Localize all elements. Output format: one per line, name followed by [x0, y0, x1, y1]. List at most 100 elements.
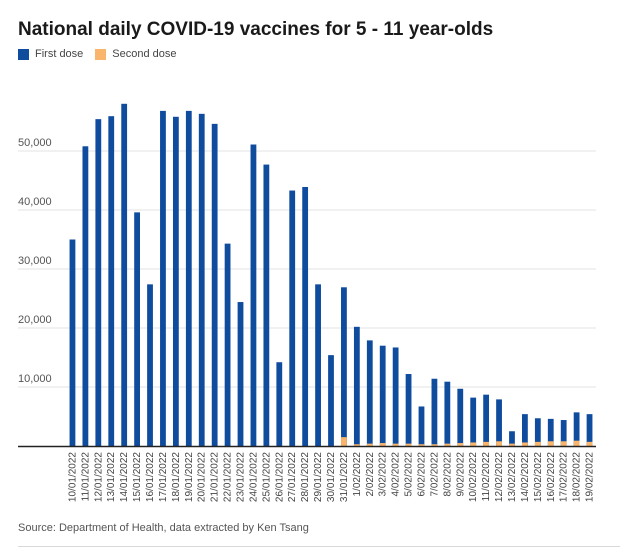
x-tick-label: 1/02/2022	[352, 452, 363, 497]
legend-label-first-dose: First dose	[35, 48, 84, 60]
x-tick-label: 28/01/2022	[300, 452, 311, 502]
bar-first-dose	[69, 239, 76, 446]
x-tick-label: 22/01/2022	[223, 452, 234, 502]
bar-second-dose	[431, 444, 438, 446]
legend-label-second-dose: Second dose	[112, 48, 177, 60]
y-tick-label: 40,000	[18, 196, 52, 208]
bar-first-dose	[496, 399, 502, 446]
bar-second-dose	[418, 444, 425, 446]
legend-swatch-first-dose	[18, 48, 29, 60]
bar-first-dose	[418, 406, 425, 446]
x-tick-label: 16/02/2022	[546, 452, 557, 502]
bar-first-dose	[547, 418, 554, 446]
y-tick-label: 30,000	[18, 255, 52, 267]
bar-second-dose	[560, 441, 567, 446]
bar-first-dose	[147, 284, 153, 446]
bar-first-dose	[160, 110, 166, 446]
bar-second-dose	[522, 442, 528, 446]
bar-second-dose	[547, 441, 554, 446]
x-tick-label: 17/01/2022	[158, 452, 169, 502]
bar-first-dose	[95, 119, 102, 446]
bar-second-dose	[483, 441, 490, 446]
x-tick-label: 15/02/2022	[533, 452, 544, 502]
bar-first-dose	[108, 116, 115, 446]
x-tick-label: 9/02/2022	[455, 452, 466, 497]
bar-second-dose	[366, 443, 373, 446]
bar-first-dose	[289, 190, 296, 446]
x-tick-label: 19/02/2022	[585, 452, 596, 502]
x-tick-label: 11/01/2022	[80, 452, 91, 502]
legend-swatch-second-dose	[95, 48, 107, 60]
x-tick-label: 11/02/2022	[481, 452, 492, 502]
x-tick-label: 10/02/2022	[468, 452, 479, 502]
x-tick-label: 27/01/2022	[287, 452, 298, 502]
legend-item-second-dose[interactable]: Second dose	[95, 48, 177, 60]
bar-first-dose	[522, 414, 528, 446]
x-tick-label: 19/01/2022	[184, 452, 195, 502]
x-tick-label: 14/01/2022	[119, 452, 130, 502]
bar-second-dose	[341, 437, 347, 446]
bar-first-dose	[366, 340, 373, 446]
bar-second-dose	[444, 443, 451, 446]
bar-second-dose	[379, 443, 386, 446]
y-tick-label: 10,000	[18, 373, 52, 385]
bar-first-dose	[483, 394, 490, 446]
bar-first-dose	[328, 355, 334, 446]
x-tick-label: 6/02/2022	[416, 452, 427, 497]
bar-first-dose	[263, 164, 270, 446]
bar-first-dose	[457, 388, 464, 446]
bar-first-dose	[237, 302, 244, 446]
bar-first-dose	[315, 284, 321, 446]
bar-first-dose	[431, 378, 438, 446]
bar-first-dose	[444, 381, 451, 446]
bar-second-dose	[509, 443, 515, 446]
chart-legend: First dose Second dose	[18, 48, 189, 60]
x-tick-label: 21/01/2022	[210, 452, 221, 502]
bar-first-dose	[198, 113, 205, 446]
bar-first-dose	[379, 345, 386, 446]
bar-first-dose	[302, 186, 309, 447]
bar-first-dose	[586, 414, 593, 446]
x-tick-label: 15/01/2022	[132, 452, 143, 502]
x-tick-label: 12/01/2022	[93, 452, 104, 502]
bar-first-dose	[341, 287, 347, 446]
bar-second-dose	[534, 441, 541, 446]
legend-item-first-dose[interactable]: First dose	[18, 48, 83, 60]
x-tick-label: 30/01/2022	[326, 452, 337, 502]
bar-first-dose	[172, 116, 179, 446]
x-tick-label: 16/01/2022	[145, 452, 156, 502]
x-tick-label: 18/01/2022	[171, 452, 182, 502]
bar-first-dose	[82, 146, 89, 446]
chart-title: National daily COVID-19 vaccines for 5 -…	[18, 19, 494, 40]
bar-second-dose	[457, 443, 464, 446]
x-tick-label: 5/02/2022	[404, 452, 415, 497]
x-tick-label: 12/02/2022	[494, 452, 505, 502]
bar-first-dose	[134, 212, 140, 446]
x-tick-label: 25/01/2022	[261, 452, 272, 502]
bar-first-dose	[185, 110, 192, 446]
x-tick-label: 13/02/2022	[507, 452, 518, 502]
y-tick-label: 50,000	[18, 137, 52, 149]
bar-first-dose	[392, 347, 399, 446]
bar-first-dose	[470, 397, 477, 446]
x-tick-label: 7/02/2022	[429, 452, 440, 497]
bar-second-dose	[405, 443, 412, 446]
x-tick-label: 18/02/2022	[572, 452, 583, 502]
bar-first-dose	[560, 420, 567, 446]
x-tick-label: 10/01/2022	[67, 452, 78, 502]
bar-chart: 10,000 20,000 30,000 40,000 50,000 10/01/2022…	[18, 103, 596, 502]
x-tick-label: 2/02/2022	[365, 452, 376, 497]
bar-first-dose	[353, 326, 360, 446]
bar-second-dose	[496, 441, 502, 446]
bar-second-dose	[573, 440, 580, 446]
bar-second-dose	[392, 443, 399, 446]
x-tick-label: 29/01/2022	[313, 452, 324, 502]
x-tick-label: 23/01/2022	[236, 452, 247, 502]
x-tick-label: 4/02/2022	[391, 452, 402, 497]
x-tick-label: 24/01/2022	[248, 452, 259, 502]
bar-first-dose	[211, 123, 218, 447]
bar-first-dose	[224, 243, 231, 446]
bar-second-dose	[586, 441, 593, 446]
bar-first-dose	[405, 374, 412, 446]
bar-first-dose	[250, 144, 257, 446]
